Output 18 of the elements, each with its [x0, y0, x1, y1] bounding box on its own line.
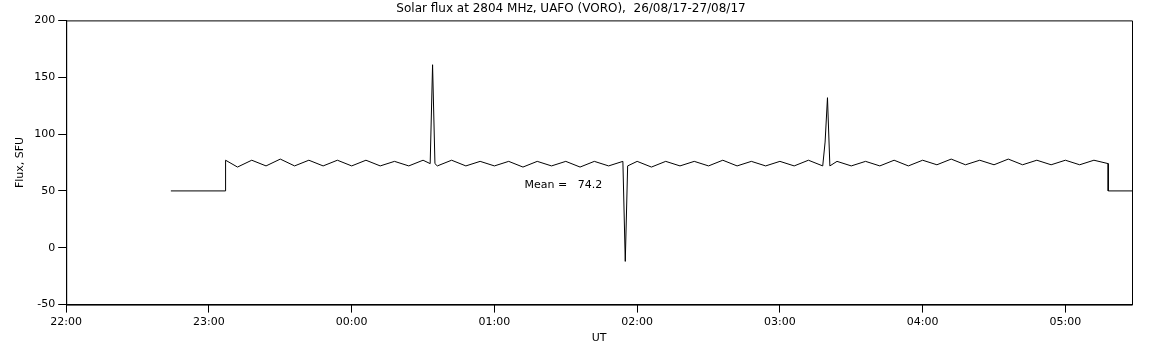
y-tick-label: 100 — [34, 126, 56, 140]
y-axis-title: Flux, SFU — [13, 136, 27, 189]
annotation: Mean = 74.2 — [524, 178, 603, 192]
x-tick-label: 23:00 — [193, 315, 225, 329]
chart-title: Solar flux at 2804 MHz, UAFO (VORO), 26/08/17-27/08/17 — [396, 1, 746, 16]
x-axis-title: UT — [591, 331, 607, 345]
x-tick-label: 03:00 — [764, 315, 796, 329]
x-tick-label: 04:00 — [906, 315, 939, 329]
y-tick-label: -50 — [37, 297, 56, 311]
x-tick-label: 02:00 — [621, 315, 654, 329]
y-tick-label: 150 — [34, 70, 56, 84]
y-tick-label: 50 — [41, 183, 56, 197]
x-tick-label: 05:00 — [1049, 315, 1082, 329]
x-tick-label: 01:00 — [478, 315, 511, 329]
x-tick-label: 22:00 — [50, 315, 83, 329]
x-tick-label: 00:00 — [335, 315, 368, 329]
y-tick-label: 200 — [34, 13, 56, 27]
y-tick-label: 0 — [48, 240, 56, 254]
